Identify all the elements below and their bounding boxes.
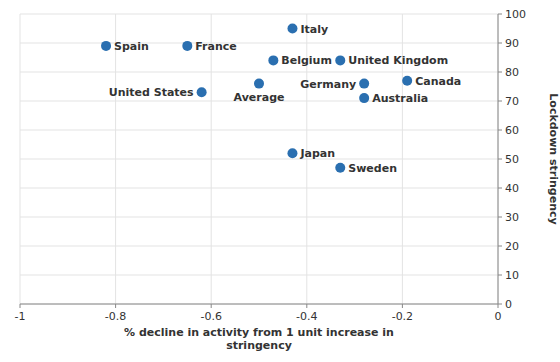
point-label: Average bbox=[234, 91, 285, 104]
point bbox=[101, 41, 111, 51]
y-tick bbox=[498, 159, 502, 160]
y-grid-line bbox=[20, 246, 498, 247]
point-label: Italy bbox=[300, 23, 328, 36]
y-tick bbox=[498, 275, 502, 276]
y-tick-label: 40 bbox=[505, 182, 519, 195]
point bbox=[182, 41, 192, 51]
y-grid-line bbox=[20, 304, 498, 305]
y-tick bbox=[498, 217, 502, 218]
point bbox=[254, 79, 264, 89]
x-tick bbox=[306, 304, 307, 308]
y-grid-line bbox=[20, 43, 498, 44]
x-axis-line bbox=[20, 304, 498, 305]
point-label: Japan bbox=[299, 147, 335, 160]
point-label: United Kingdom bbox=[348, 54, 448, 67]
point bbox=[197, 87, 207, 97]
x-tick bbox=[115, 304, 116, 308]
y-tick bbox=[498, 101, 502, 102]
y-tick-label: 90 bbox=[505, 37, 519, 50]
x-tick bbox=[20, 304, 21, 308]
x-tick bbox=[402, 304, 403, 308]
point-label: Sweden bbox=[348, 162, 397, 175]
point-label: Canada bbox=[415, 75, 461, 88]
y-tick-label: 60 bbox=[505, 124, 519, 137]
point-label: Australia bbox=[372, 92, 428, 105]
point bbox=[287, 148, 297, 158]
x-tick-label: 0 bbox=[495, 310, 502, 323]
y-tick-label: 0 bbox=[505, 298, 512, 311]
x-tick-label: -1 bbox=[15, 310, 26, 323]
point bbox=[335, 55, 345, 65]
y-grid-line bbox=[20, 217, 498, 218]
point-label: France bbox=[195, 40, 236, 53]
point bbox=[268, 55, 278, 65]
y-grid-line bbox=[20, 72, 498, 73]
y-tick-label: 20 bbox=[505, 240, 519, 253]
y-tick bbox=[498, 304, 502, 305]
y-tick-label: 80 bbox=[505, 66, 519, 79]
point-label: Spain bbox=[114, 40, 149, 53]
grid bbox=[20, 14, 498, 304]
y-tick bbox=[498, 14, 502, 15]
y-grid-line bbox=[20, 130, 498, 131]
y-tick-label: 10 bbox=[505, 269, 519, 282]
point-label: Belgium bbox=[281, 54, 332, 67]
point bbox=[359, 93, 369, 103]
points bbox=[101, 24, 412, 173]
x-tick bbox=[498, 304, 499, 308]
x-tick-label: -0.2 bbox=[392, 310, 413, 323]
y-tick-label: 30 bbox=[505, 211, 519, 224]
point bbox=[402, 76, 412, 86]
point-label: United States bbox=[109, 86, 194, 99]
y-tick bbox=[498, 188, 502, 189]
y-tick bbox=[498, 246, 502, 247]
y-tick bbox=[498, 43, 502, 44]
point bbox=[335, 163, 345, 173]
x-tick bbox=[211, 304, 212, 308]
point-labels: Spain France Belgium Italy United Kingdom Ger… bbox=[109, 23, 461, 175]
y-grid-line bbox=[20, 159, 498, 160]
y-tick-label: 100 bbox=[505, 8, 526, 21]
x-tick-label: -0.4 bbox=[296, 310, 317, 323]
y-grid-line bbox=[20, 275, 498, 276]
chart: -1 -0.8 -0.6 -0.4 -0.2 00 10 20 30 40 50 60 70 80 90 10… bbox=[0, 0, 560, 362]
x-tick-label: -0.8 bbox=[105, 310, 126, 323]
x-axis-label: % decline in activity from 1 unit increa… bbox=[124, 326, 394, 352]
y-tick-label: 50 bbox=[505, 153, 519, 166]
y-tick bbox=[498, 72, 502, 73]
point-label: Germany bbox=[300, 78, 356, 91]
y-axis-label: Lockdown stringency bbox=[547, 93, 560, 224]
point bbox=[359, 79, 369, 89]
y-tick-label: 70 bbox=[505, 95, 519, 108]
y-grid-line bbox=[20, 188, 498, 189]
y-tick bbox=[498, 130, 502, 131]
point bbox=[287, 24, 297, 34]
y-grid-line bbox=[20, 14, 498, 15]
x-tick-label: -0.6 bbox=[200, 310, 221, 323]
